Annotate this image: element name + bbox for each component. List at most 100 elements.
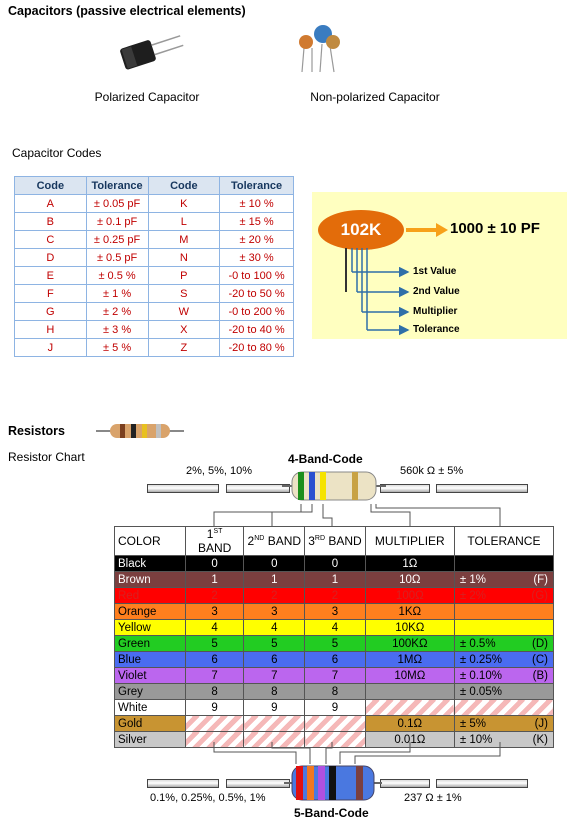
band-digit-cell: 7 — [184, 667, 245, 684]
table-cell: L — [147, 212, 221, 231]
tolerance-code: (C) — [532, 653, 548, 666]
band-digit-cell: 3 — [184, 603, 245, 620]
band-digit-cell: 6 — [243, 651, 306, 668]
table-row: B ± 0.1 pF L ± 15 % — [14, 212, 294, 231]
tolerance-value: ± 0.25% — [459, 653, 502, 666]
capacitance-result: 1000 ± 10 PF — [450, 220, 540, 237]
tolerance-cell: ± 0.10% (B) — [453, 667, 555, 684]
non-polarized-capacitor-label: Non-polarized Capacitor — [310, 90, 440, 104]
table-row: J ± 5 % Z -20 to 80 % — [14, 338, 294, 357]
tolerance-rod-left-top — [147, 484, 219, 493]
table-cell: G — [14, 302, 87, 321]
color-name-cell: Gold — [114, 715, 186, 732]
column-header: 2ND BAND — [243, 526, 306, 556]
table-cell: ± 1 % — [85, 284, 149, 303]
band-digit-cell: 7 — [304, 667, 366, 684]
five-band-right-label: 237 Ω ± 1% — [404, 792, 462, 804]
table-row: C ± 0.25 pF M ± 20 % — [14, 230, 294, 249]
polarized-capacitor-label: Polarized Capacitor — [94, 90, 200, 104]
table-cell: -20 to 80 % — [219, 338, 294, 357]
multiplier-cell: 1MΩ — [364, 651, 455, 668]
table-cell: ± 0.05 pF — [85, 194, 149, 213]
table-cell: Z — [147, 338, 221, 357]
resistor-image — [96, 424, 184, 438]
table-cell: ± 0.25 pF — [85, 230, 149, 249]
tolerance-cell: ± 5% (J) — [453, 715, 555, 732]
band-digit-cell — [184, 715, 245, 732]
table-row: A ± 0.05 pF K ± 10 % — [14, 194, 294, 213]
band-digit-cell: 4 — [184, 619, 245, 636]
table-cell: A — [14, 194, 87, 213]
table-cell: F — [14, 284, 87, 303]
band-digit-cell: 5 — [184, 635, 245, 652]
band-digit-cell: 4 — [304, 619, 366, 636]
band-digit-cell — [304, 731, 366, 748]
table-cell: -20 to 50 % — [219, 284, 294, 303]
multiplier-cell: 10KΩ — [364, 619, 455, 636]
color-name-cell: Red — [114, 587, 186, 604]
tolerance-value: ± 5% — [459, 717, 486, 730]
tolerance-rod-right-bottom — [380, 779, 430, 788]
color-name-cell: Orange — [114, 603, 186, 620]
band-digit-cell: 2 — [184, 587, 245, 604]
tolerance-value: ± 10% — [459, 733, 493, 746]
tolerance-rod-mid-top — [226, 484, 290, 493]
table-row: Black 0 0 0 1Ω — [114, 555, 555, 572]
tolerance-cell — [453, 603, 555, 620]
table-cell: -0 to 100 % — [219, 266, 294, 285]
table-row: F ± 1 % S -20 to 50 % — [14, 284, 294, 303]
table-cell: E — [14, 266, 87, 285]
band-digit-cell: 3 — [243, 603, 306, 620]
table-row: Red 2 2 2 100Ω ± 2% (G) — [114, 587, 555, 604]
color-name-cell: Grey — [114, 683, 186, 700]
table-cell: ± 10 % — [219, 194, 294, 213]
resistor-color-table: COLOR 1ST BAND 2ND BAND 3RD BAND MULTIPL… — [114, 526, 555, 748]
tolerance-rod-mid-bottom — [226, 779, 290, 788]
table-row: Violet 7 7 7 10MΩ ± 0.10% (B) — [114, 667, 555, 684]
resistors-title: Resistors — [8, 424, 65, 438]
table-row: Green 5 5 5 100KΩ ± 0.5% (D) — [114, 635, 555, 652]
header-text: BAND — [197, 541, 232, 555]
multiplier-cell — [364, 699, 455, 716]
tolerance-code: (K) — [532, 733, 548, 746]
table-row: Silver 0.01Ω ± 10% (K) — [114, 731, 555, 748]
table-row: Gold 0.1Ω ± 5% (J) — [114, 715, 555, 732]
capacitor-code-oval: 102K — [318, 210, 404, 250]
tolerance-cell: ± 0.25% (C) — [453, 651, 555, 668]
multiplier-cell: 100KΩ — [364, 635, 455, 652]
table-cell: H — [14, 320, 87, 339]
diagram-label-tolerance: Tolerance — [413, 324, 460, 335]
tolerance-code: (B) — [532, 669, 548, 682]
band-digit-cell: 6 — [184, 651, 245, 668]
table-cell: ± 3 % — [85, 320, 149, 339]
table-cell: ± 0.5 % — [85, 266, 149, 285]
multiplier-cell: 0.01Ω — [364, 731, 455, 748]
five-band-resistor — [284, 765, 382, 801]
header-sup: RD — [314, 535, 326, 542]
diagram-label-second-value: 2nd Value — [413, 286, 460, 297]
table-cell: P — [147, 266, 221, 285]
tolerance-value: ± 0.5% — [459, 637, 496, 650]
tolerance-cell: ± 10% (K) — [453, 731, 555, 748]
multiplier-cell: 100Ω — [364, 587, 455, 604]
band-digit-cell: 5 — [243, 635, 306, 652]
band-digit-cell: 0 — [304, 555, 366, 572]
tolerance-code: (F) — [533, 573, 548, 586]
color-name-cell: Blue — [114, 651, 186, 668]
five-band-title: 5-Band-Code — [294, 806, 369, 820]
table-row: H ± 3 % X -20 to 40 % — [14, 320, 294, 339]
column-header: TOLERANCE — [453, 526, 555, 556]
table-row: Orange 3 3 3 1KΩ — [114, 603, 555, 620]
table-cell: S — [147, 284, 221, 303]
table-row: Grey 8 8 8 ± 0.05% — [114, 683, 555, 700]
header-sup: ST — [213, 528, 223, 535]
color-name-cell: White — [114, 699, 186, 716]
four-band-title: 4-Band-Code — [288, 452, 363, 466]
table-cell: ± 0.1 pF — [85, 212, 149, 231]
band-digit-cell — [243, 731, 306, 748]
header-text: 1 — [206, 527, 214, 541]
table-cell: ± 5 % — [85, 338, 149, 357]
band-digit-cell — [243, 715, 306, 732]
column-header: Tolerance — [85, 176, 149, 195]
tolerance-code: (G) — [531, 589, 548, 602]
